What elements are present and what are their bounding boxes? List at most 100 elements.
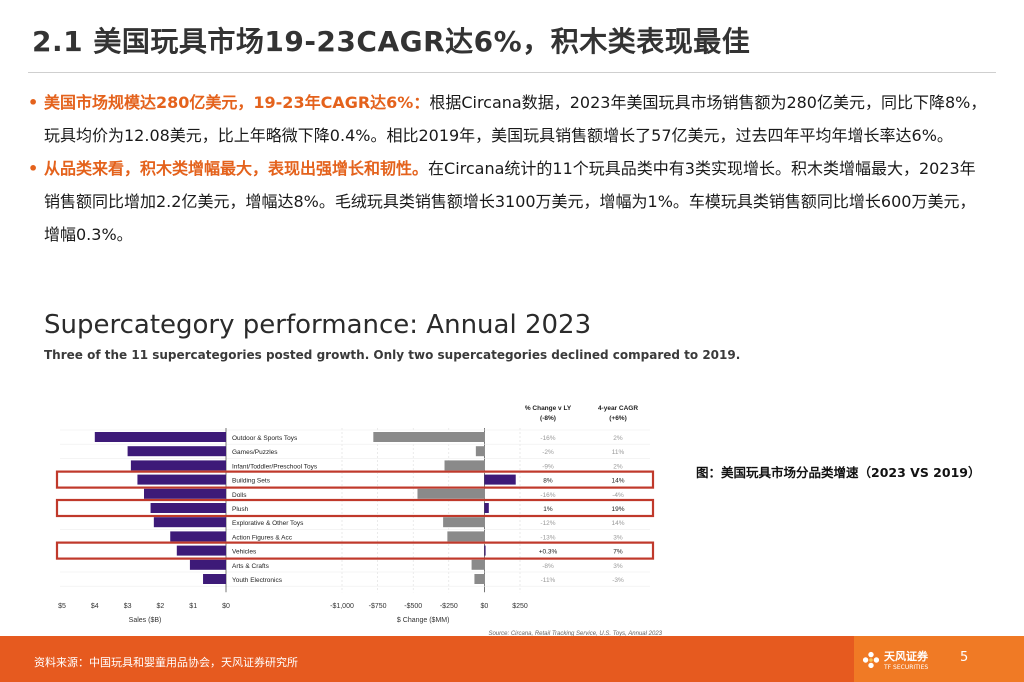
- chart-subtitle: Three of the 11 supercategories posted g…: [44, 348, 741, 362]
- sales-bar: [144, 488, 226, 499]
- change-bar: [474, 574, 485, 584]
- logo-subtext: TF SECURITIES: [884, 664, 929, 671]
- footer-accent: [854, 636, 1024, 682]
- axis-tick-label: -$1,000: [330, 603, 354, 610]
- change-bar: [484, 474, 516, 485]
- axis-tick-label: $3: [124, 603, 132, 610]
- category-label: Arts & Crafts: [232, 563, 270, 570]
- cagr-label: 14%: [611, 520, 624, 527]
- sales-bar: [127, 446, 226, 457]
- page-number: 5: [960, 650, 969, 665]
- sales-bar: [203, 574, 226, 584]
- pct-change-label: +0.3%: [539, 549, 558, 556]
- category-label: Building Sets: [232, 478, 271, 485]
- bullet-highlight: 美国市场规模达280亿美元，19-23年CAGR达6%：: [44, 93, 430, 112]
- column-header-total: (+6%): [609, 415, 627, 422]
- sales-bar: [189, 559, 226, 570]
- change-bar: [417, 488, 485, 499]
- axis-tick-label: $0: [222, 603, 230, 610]
- chart-title: Supercategory performance: Annual 2023: [44, 310, 592, 340]
- cagr-label: 19%: [611, 506, 624, 513]
- sales-bar: [137, 474, 226, 485]
- change-bar: [444, 460, 485, 471]
- column-header-total: (-8%): [540, 415, 556, 422]
- cagr-label: 3%: [613, 534, 623, 541]
- change-bar: [443, 517, 485, 528]
- bullet-highlight: 从品类来看，积木类增幅最大，表现出强增长和韧性。: [44, 159, 429, 178]
- bullet-item: • 从品类来看，积木类增幅最大，表现出强增长和韧性。在Circana统计的11个…: [28, 152, 988, 251]
- cagr-label: -4%: [612, 492, 624, 499]
- category-label: Dolls: [232, 492, 247, 499]
- pct-change-label: -8%: [542, 563, 554, 570]
- chart-svg: % Change v LY (-8%) 4-year CAGR (+6%) Outdoo…: [55, 405, 663, 637]
- axis-tick-label: $2: [157, 603, 165, 610]
- category-label: Youth Electronics: [232, 577, 283, 584]
- highlight-box: [55, 541, 655, 560]
- category-label: Explorative & Other Toys: [232, 520, 304, 527]
- axis-tick-label: -$250: [440, 603, 458, 610]
- pct-change-label: 8%: [543, 478, 553, 485]
- cagr-label: -3%: [612, 577, 624, 584]
- sales-bar: [94, 432, 226, 442]
- change-bar: [471, 559, 485, 570]
- pct-change-label: -16%: [540, 492, 555, 499]
- source-note: 资料来源：中国玩具和婴童用品协会，天风证券研究所: [34, 656, 298, 669]
- chart-figure: Supercategory performance: Annual 2023 T…: [40, 300, 740, 637]
- cagr-label: 11%: [612, 449, 625, 456]
- cagr-label: 2%: [613, 435, 623, 442]
- pct-change-label: -11%: [541, 577, 556, 584]
- category-label: Infant/Toddler/Preschool Toys: [232, 463, 318, 470]
- column-header: 4-year CAGR: [598, 405, 638, 412]
- logo-text: 天风证券: [884, 650, 928, 663]
- sales-bar: [153, 517, 226, 528]
- cagr-label: 2%: [613, 463, 623, 470]
- change-bar: [484, 503, 489, 513]
- bullet-icon: •: [28, 93, 39, 112]
- cagr-label: 7%: [613, 549, 623, 556]
- bullet-icon: •: [28, 159, 39, 178]
- sales-bar: [130, 460, 226, 471]
- pct-change-label: -12%: [540, 520, 555, 527]
- title-divider: [28, 72, 996, 73]
- footer-bar: 资料来源：中国玩具和婴童用品协会，天风证券研究所 天风证券 TF SECURIT…: [0, 636, 1024, 682]
- category-label: Action Figures & Acc: [232, 534, 293, 541]
- category-label: Vehicles: [232, 549, 257, 556]
- axis-title: Sales ($B): [129, 617, 162, 624]
- pct-change-label: -9%: [542, 463, 554, 470]
- chart-source-note: Source: Circana, Retail Tracking Service…: [488, 631, 662, 637]
- axis-tick-label: $5: [58, 603, 66, 610]
- sales-bar: [176, 545, 226, 556]
- bullet-item: • 美国市场规模达280亿美元，19-23年CAGR达6%：根据Circana数…: [28, 86, 988, 152]
- cagr-label: 14%: [611, 478, 624, 485]
- sales-bar: [170, 531, 226, 542]
- pct-change-label: -2%: [542, 449, 554, 456]
- axis-tick-label: $0: [481, 603, 489, 610]
- logo-flower-icon: [862, 651, 880, 668]
- bullet-text: 在Circana统计的11个玩具品类中有3类实现增长。积木类增幅最大，2023年…: [44, 159, 976, 244]
- cagr-label: 3%: [613, 563, 623, 570]
- company-logo: 天风证券 TF SECURITIES: [862, 648, 928, 671]
- pct-change-label: -13%: [540, 534, 555, 541]
- axis-tick-label: $4: [91, 603, 99, 610]
- figure-caption: 图：美国玩具市场分品类增速（2023 VS 2019）: [696, 465, 981, 480]
- page-title: 2.1 美国玩具市场19-23CAGR达6%，积木类表现最佳: [32, 25, 751, 58]
- axis-title: $ Change ($MM): [397, 617, 450, 624]
- bullet-list: • 美国市场规模达280亿美元，19-23年CAGR达6%：根据Circana数…: [28, 86, 988, 251]
- axis-tick-label: -$750: [369, 603, 387, 610]
- change-bar: [484, 545, 486, 556]
- highlight-box: [55, 470, 655, 489]
- axis-tick-label: $1: [189, 603, 197, 610]
- pct-change-label: -16%: [540, 435, 555, 442]
- category-label: Games/Puzzles: [232, 449, 278, 456]
- axis-tick-label: -$500: [404, 603, 422, 610]
- axis-tick-label: $250: [512, 603, 528, 610]
- column-header: % Change v LY: [525, 405, 572, 412]
- pct-change-label: 1%: [543, 506, 553, 513]
- change-bar: [373, 432, 485, 442]
- category-label: Outdoor & Sports Toys: [232, 435, 298, 442]
- change-bar: [447, 531, 485, 542]
- change-bar: [475, 446, 485, 457]
- highlight-box: [55, 498, 655, 518]
- category-label: Plush: [232, 506, 249, 513]
- sales-bar: [150, 503, 226, 513]
